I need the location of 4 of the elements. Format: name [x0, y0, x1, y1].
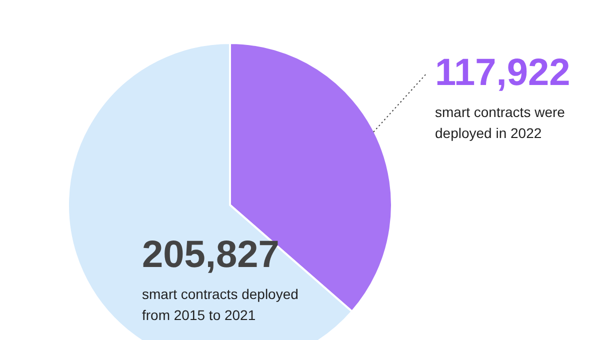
slice-label: smart contracts were deployed in 2022	[435, 104, 566, 141]
data-label: 117,922	[435, 52, 570, 94]
slice-label: smart contracts deployed from 2015 to 2021	[142, 286, 298, 323]
data-label: 205,827	[142, 234, 280, 276]
